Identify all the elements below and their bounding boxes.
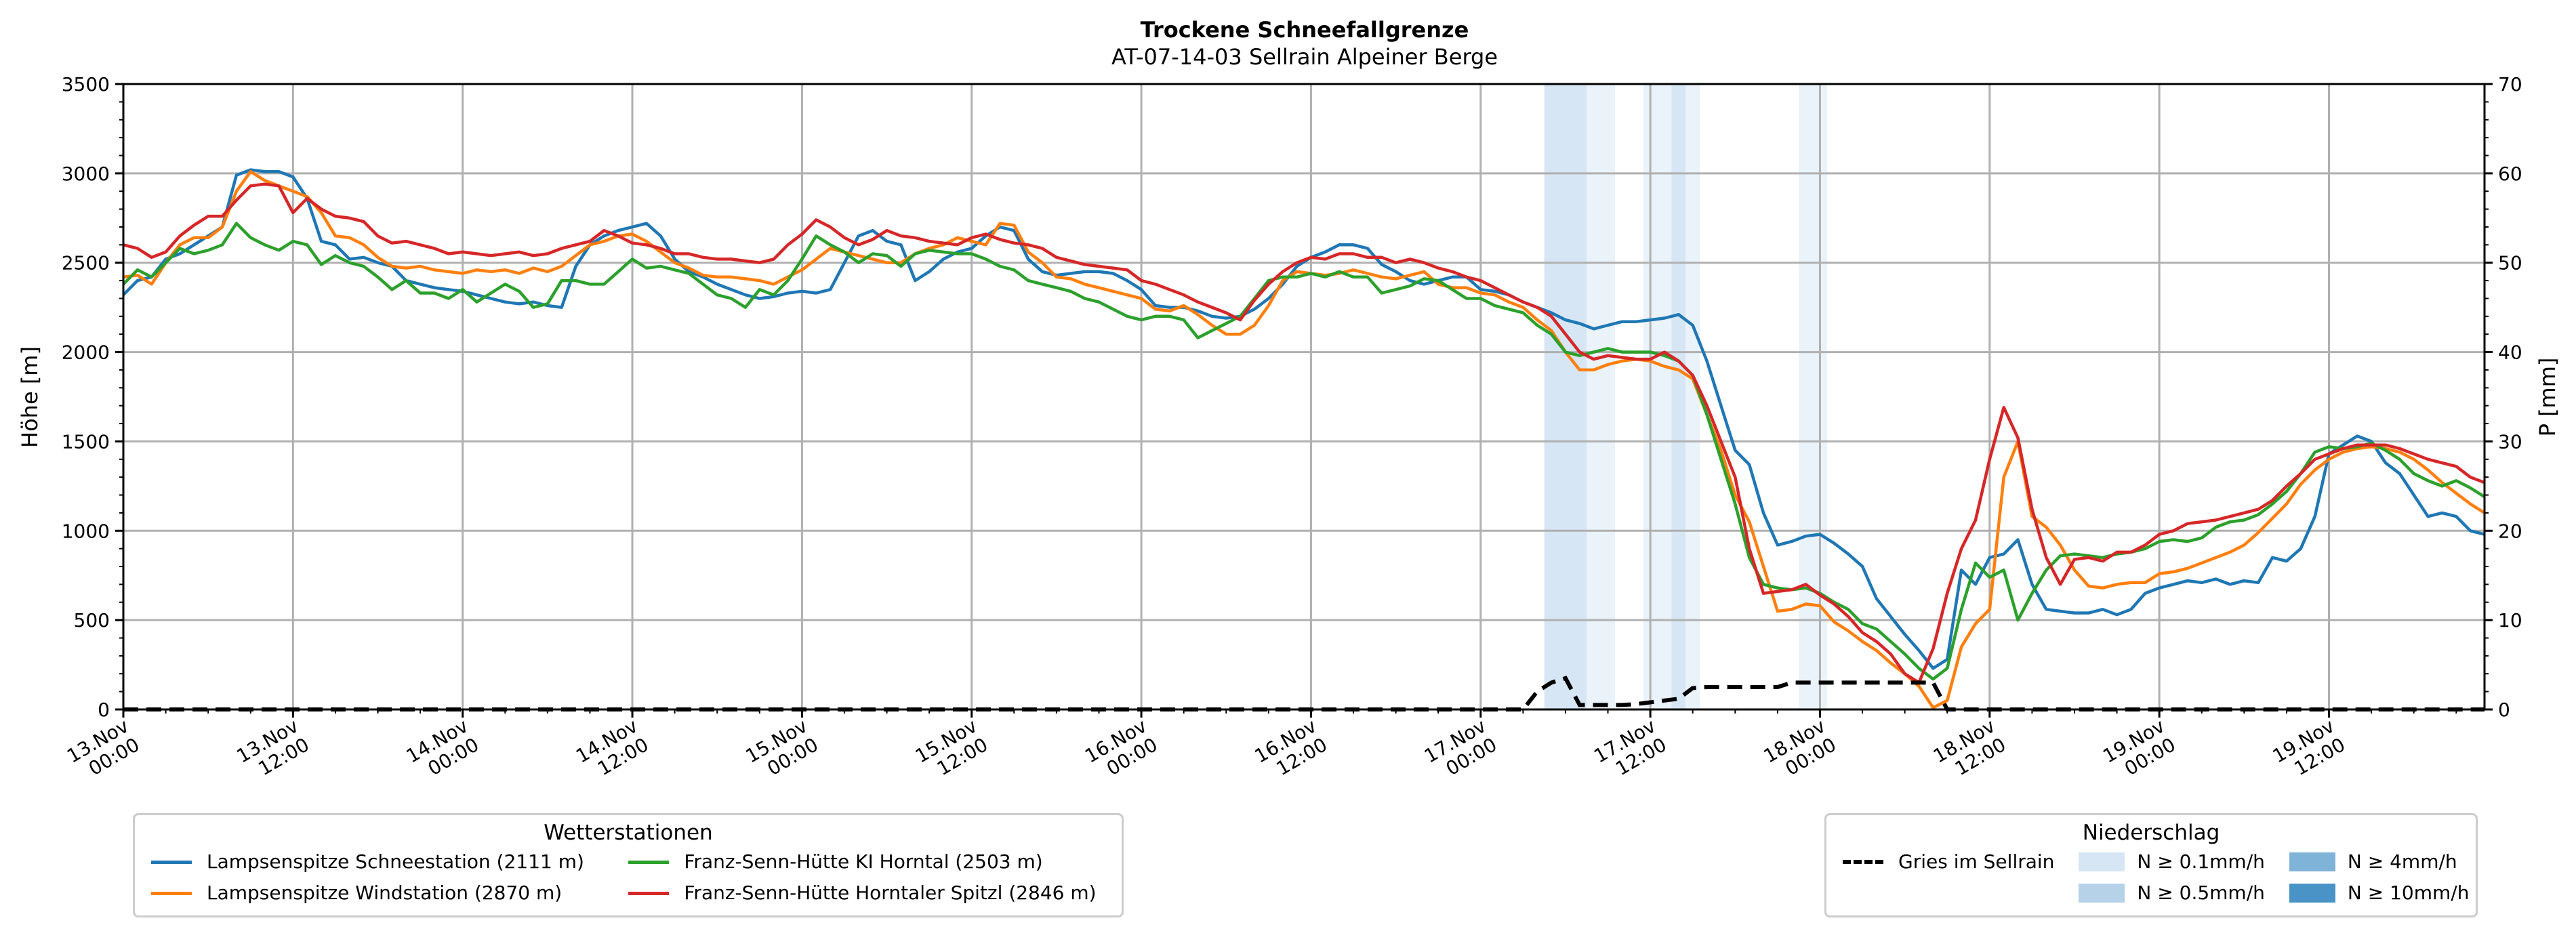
legend-label: Franz-Senn-Hütte Horntaler Spitzl (2846 … bbox=[684, 882, 1097, 904]
y2-tick-label-7: 70 bbox=[2498, 73, 2522, 96]
legend-label: N ≥ 0.1mm/h bbox=[2137, 850, 2265, 873]
y-tick-label-7: 3500 bbox=[62, 73, 110, 96]
legend-item-franz-senn-horntaler-spitzl: Franz-Senn-Hütte Horntaler Spitzl (2846 … bbox=[628, 879, 1105, 907]
y2-tick-label-4: 40 bbox=[2498, 342, 2522, 364]
chart-subtitle: AT-07-14-03 Sellrain Alpeiner Berge bbox=[1111, 44, 1498, 70]
precip-band-1 bbox=[1558, 84, 1587, 709]
y2-tick-label-0: 0 bbox=[2498, 699, 2510, 721]
legend-swatch bbox=[151, 860, 192, 864]
legend-label: N ≥ 4mm/h bbox=[2347, 850, 2457, 873]
y-tick-label-6: 3000 bbox=[62, 163, 110, 185]
y-tick-label-5: 2500 bbox=[62, 252, 110, 274]
legend-swatch bbox=[2289, 852, 2335, 871]
y-tick-label-1: 500 bbox=[74, 609, 110, 632]
legend-precip: Niederschlag Gries im Sellrain N ≥ 0.1mm… bbox=[1824, 813, 2478, 917]
precip-band-4 bbox=[1671, 84, 1686, 709]
y2-tick-label-2: 20 bbox=[2498, 520, 2522, 542]
legend-item-lampsenspitze-schneestation: Lampsenspitze Schneestation (2111 m) bbox=[151, 848, 593, 876]
grid bbox=[123, 83, 2485, 709]
legend-label: Lampsenspitze Schneestation (2111 m) bbox=[207, 850, 584, 873]
legend-item-n-10: N ≥ 10mm/h bbox=[2289, 879, 2470, 907]
legend-label: N ≥ 0.5mm/h bbox=[2137, 882, 2265, 904]
legend-stations: Wetterstationen Lampsenspitze Schneestat… bbox=[133, 813, 1124, 917]
legend-swatch bbox=[2079, 852, 2125, 871]
series-lines bbox=[122, 168, 2486, 711]
precip-band-5 bbox=[1685, 84, 1700, 709]
precip-band-6 bbox=[1799, 84, 1827, 709]
legend-label: N ≥ 10mm/h bbox=[2347, 882, 2470, 904]
legend-swatch bbox=[628, 891, 670, 895]
y-axis-label: Höhe [m] bbox=[17, 346, 43, 448]
y2-tick-label-6: 60 bbox=[2498, 163, 2522, 185]
legend-item-franz-senn-kl-horntal: Franz-Senn-Hütte KI Horntal (2503 m) bbox=[628, 848, 1105, 876]
y2-tick-label-3: 30 bbox=[2498, 430, 2522, 453]
y2-tick-label-1: 10 bbox=[2498, 609, 2522, 632]
plot-frame bbox=[122, 83, 2486, 711]
precip-band-2 bbox=[1587, 84, 1615, 709]
legend-item-gries-im-sellrain: Gries im Sellrain bbox=[1843, 848, 2054, 876]
series-line-2 bbox=[122, 222, 2486, 681]
legend-label: Franz-Senn-Hütte KI Horntal (2503 m) bbox=[684, 850, 1043, 873]
legend-swatch bbox=[2289, 884, 2335, 903]
legend-swatch-dashed bbox=[1843, 860, 1883, 864]
legend-swatch bbox=[2079, 884, 2125, 903]
legend-label: Lampsenspitze Windstation (2870 m) bbox=[207, 882, 563, 904]
y2-axis-label: P [mm] bbox=[2535, 358, 2560, 437]
legend-item-n-4: N ≥ 4mm/h bbox=[2289, 848, 2470, 876]
y-tick-label-4: 2000 bbox=[62, 342, 110, 364]
legend-stations-title: Wetterstationen bbox=[544, 821, 713, 845]
legend-item-n-05: N ≥ 0.5mm/h bbox=[2079, 879, 2265, 907]
legend-swatch bbox=[151, 891, 192, 895]
legend-item-lampsenspitze-windstation: Lampsenspitze Windstation (2870 m) bbox=[151, 879, 593, 907]
y-tick-label-2: 1000 bbox=[62, 520, 110, 542]
precip-line bbox=[123, 676, 2485, 711]
chart-title: Trockene Schneefallgrenze bbox=[1141, 17, 1469, 43]
y-tick-label-3: 1500 bbox=[62, 430, 110, 453]
legend-item-n-01: N ≥ 0.1mm/h bbox=[2079, 848, 2265, 876]
precip-bands bbox=[1544, 84, 1827, 709]
precip-band-0 bbox=[1544, 84, 1559, 709]
legend-precip-title: Niederschlag bbox=[2082, 821, 2220, 845]
series-line-1 bbox=[123, 169, 2486, 709]
legend-swatch bbox=[628, 860, 670, 864]
y2-tick-label-5: 50 bbox=[2498, 252, 2522, 274]
series-line-0 bbox=[122, 168, 2485, 670]
series-line-3 bbox=[123, 182, 2485, 684]
axes: 0 500 1000 1500 2000 2500 3000 3500 0 10 20 30 40 50 6… bbox=[62, 73, 2522, 780]
y-tick-label-0: 0 bbox=[98, 699, 110, 721]
legend-label: Gries im Sellrain bbox=[1898, 850, 2055, 873]
precip-band-3 bbox=[1643, 84, 1672, 709]
